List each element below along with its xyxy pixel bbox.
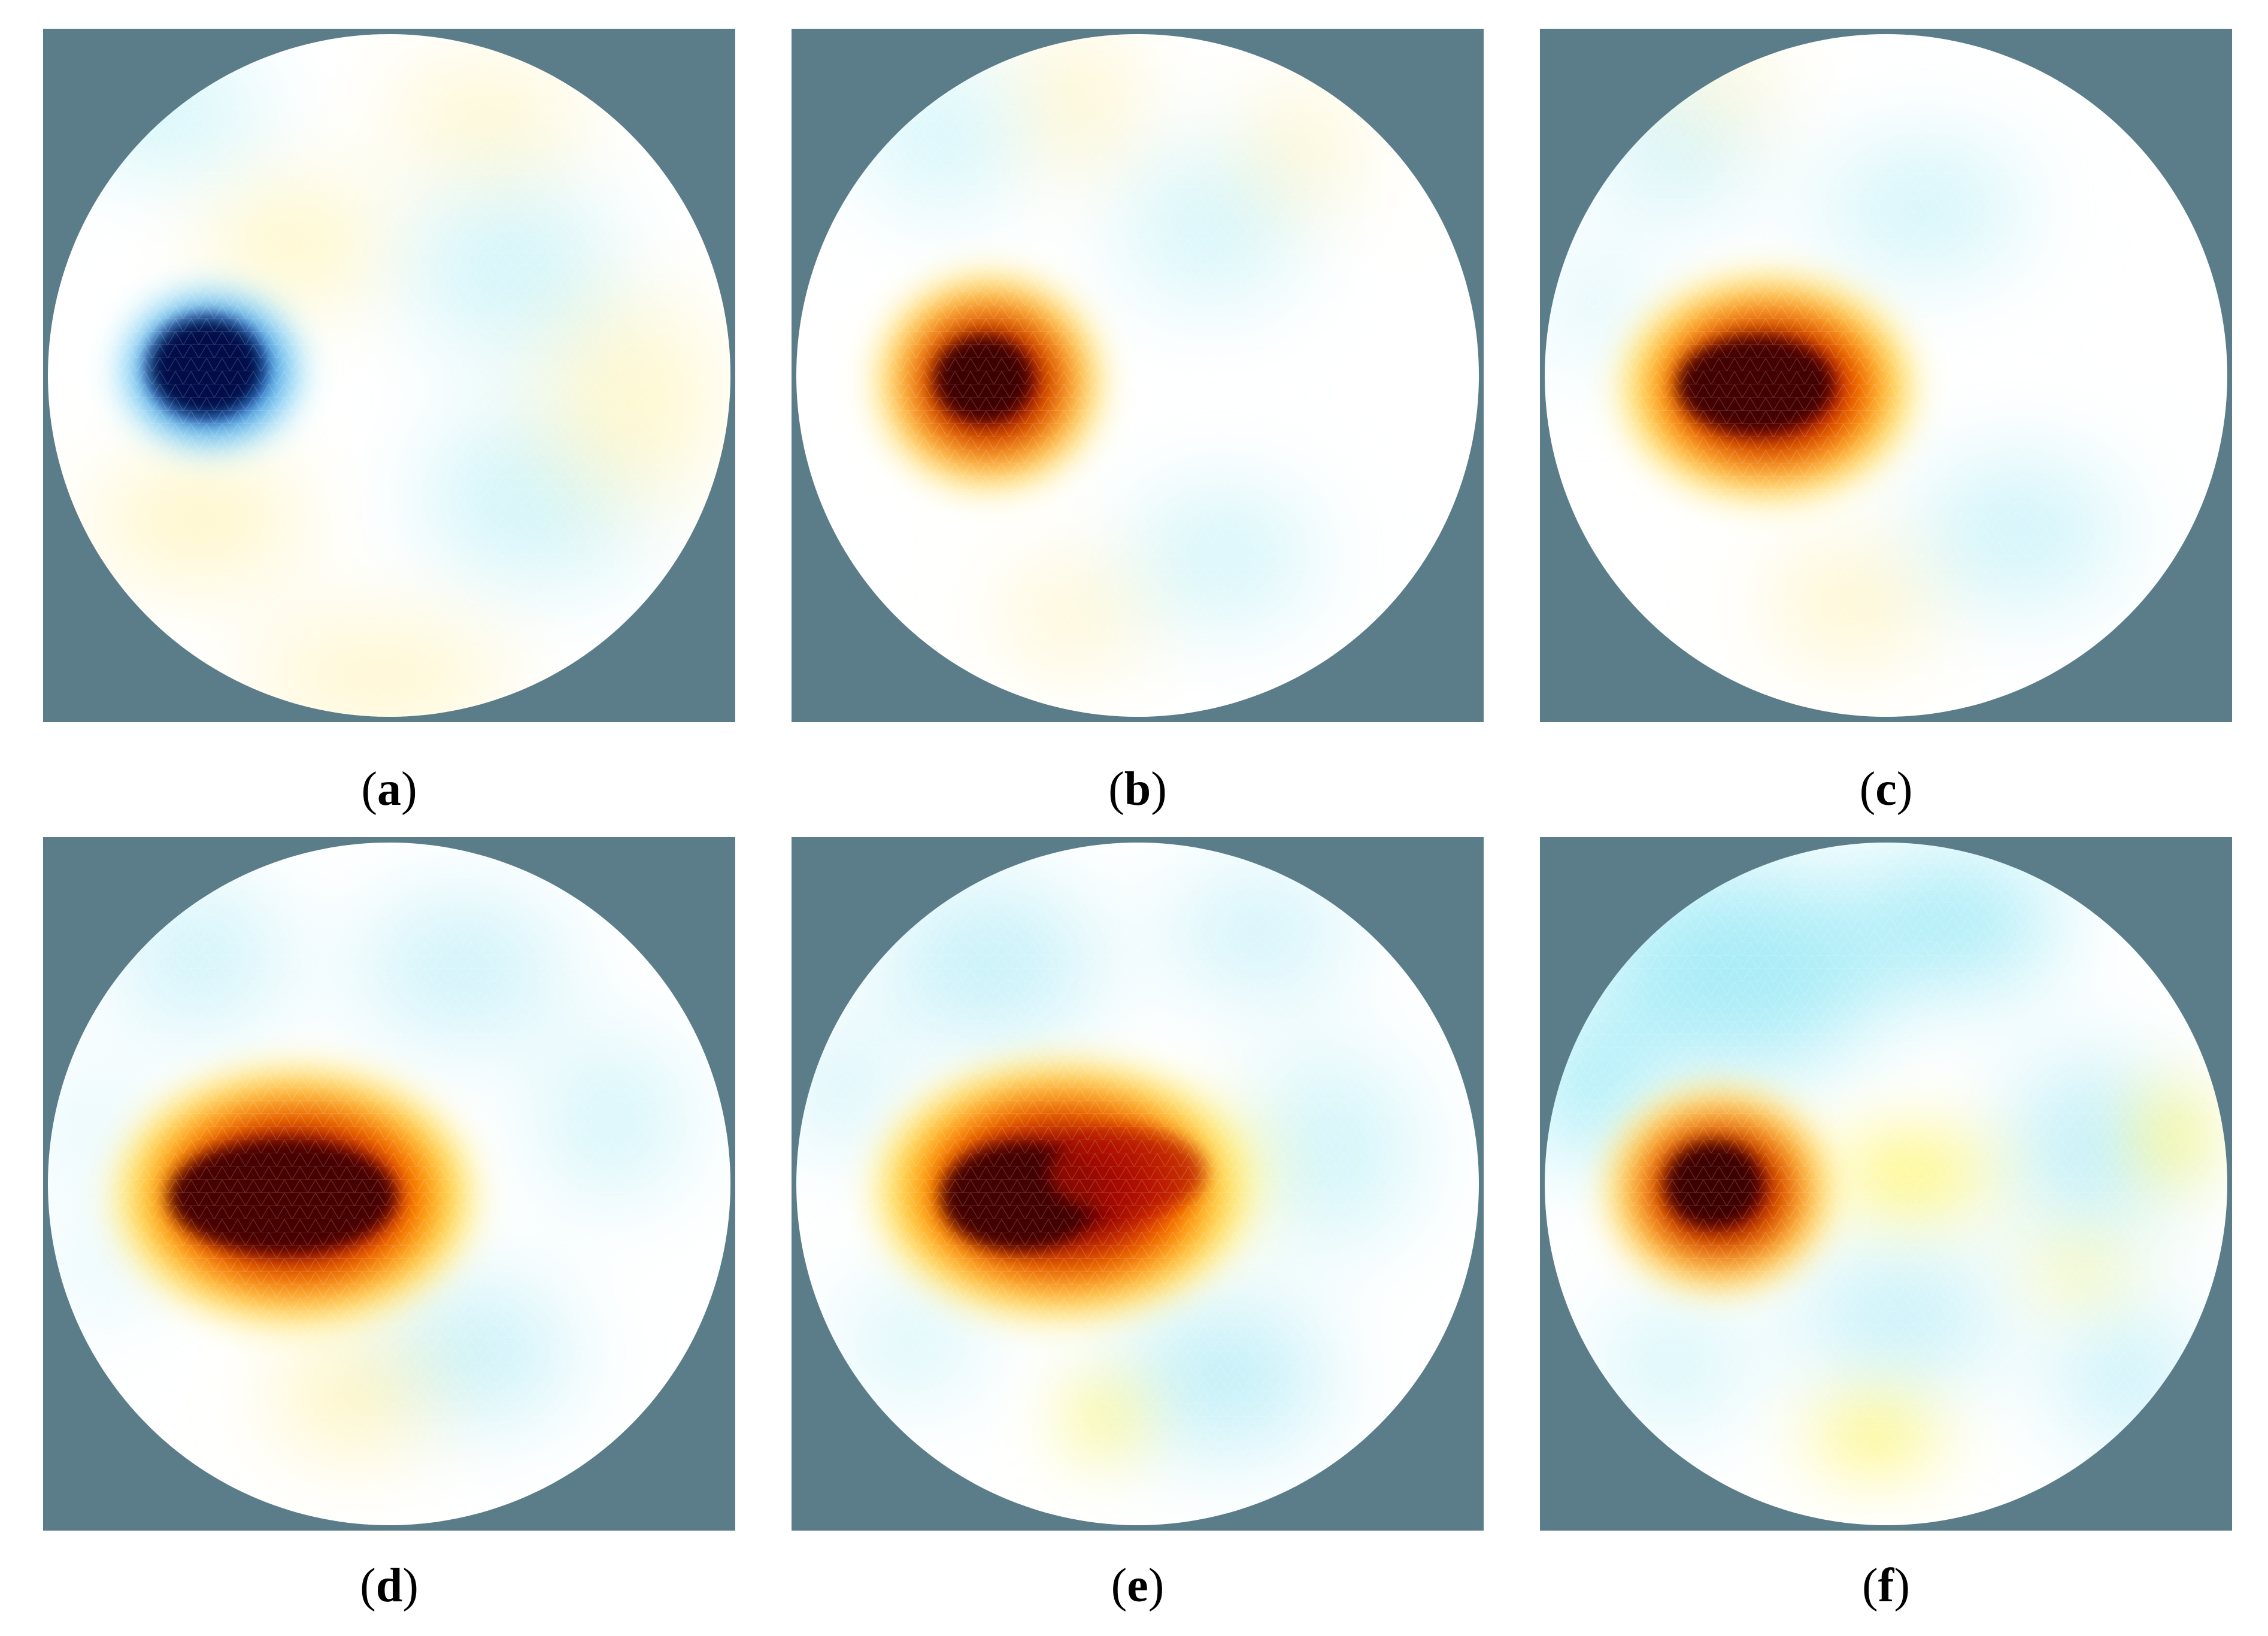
circular-domain <box>1545 843 2227 1525</box>
caption-a-letter: a <box>377 763 401 816</box>
circular-domain <box>796 34 1479 717</box>
panel-c-image <box>1540 29 2232 722</box>
caption-e-letter: e <box>1127 1559 1148 1612</box>
caption-f: (f) <box>1862 1559 1910 1612</box>
tomography-panel-d <box>43 837 735 1531</box>
tomography-panel-e <box>792 837 1484 1531</box>
caption-b: (b) <box>1108 763 1167 816</box>
circular-domain <box>796 843 1479 1525</box>
panel-f-image <box>1540 837 2232 1531</box>
caption-c-letter: c <box>1875 763 1897 816</box>
panel-b-image <box>792 29 1484 722</box>
circular-domain <box>1545 34 2227 717</box>
caption-f-letter: f <box>1878 1559 1894 1612</box>
panel-a-image <box>43 29 735 722</box>
caption-d-letter: d <box>375 1559 403 1612</box>
caption-b-letter: b <box>1124 763 1151 816</box>
caption-e: (e) <box>1111 1559 1165 1612</box>
panel-e-image <box>792 837 1484 1531</box>
circular-domain <box>48 34 730 717</box>
panel-d-image <box>43 837 735 1531</box>
caption-d: (d) <box>360 1559 419 1612</box>
tomography-panel-a <box>43 29 735 722</box>
caption-c: (c) <box>1859 763 1913 816</box>
circular-domain <box>48 843 730 1525</box>
tomography-panel-c <box>1540 29 2232 722</box>
caption-a: (a) <box>361 763 417 816</box>
tomography-panel-f <box>1540 837 2232 1531</box>
tomography-panel-b <box>792 29 1484 722</box>
